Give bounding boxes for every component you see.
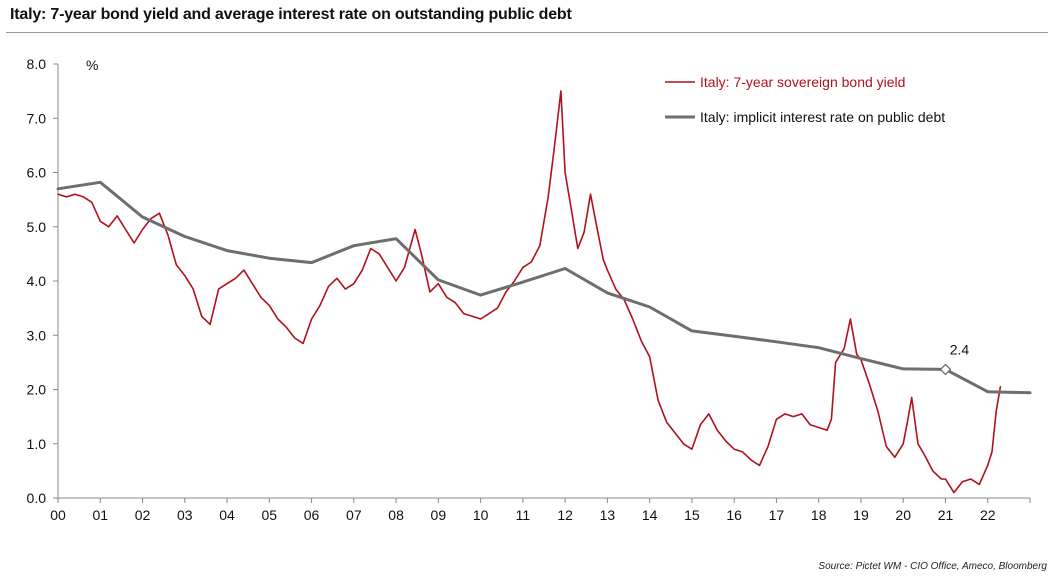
y-tick-label: 6.0 bbox=[27, 165, 47, 181]
x-tick-label: 19 bbox=[853, 507, 869, 523]
bond-yield-series-line bbox=[57, 90, 1002, 494]
legend-item-bond-yield-label: Italy: 7-year sovereign bond yield bbox=[700, 74, 905, 90]
x-tick-label: 09 bbox=[431, 507, 447, 523]
x-tick-label: 11 bbox=[516, 507, 531, 523]
x-tick-label: 03 bbox=[177, 507, 193, 523]
x-tick-label: 13 bbox=[600, 507, 616, 523]
y-tick-label: 4.0 bbox=[27, 273, 47, 289]
chart-title: Italy: 7-year bond yield and average int… bbox=[10, 6, 572, 23]
source-note: Source: Pictet WM - CIO Office, Ameco, B… bbox=[818, 561, 1047, 572]
title-divider bbox=[6, 32, 1048, 33]
x-tick-label: 21 bbox=[938, 507, 954, 523]
x-tick-label: 01 bbox=[92, 507, 108, 523]
x-tick-label: 07 bbox=[346, 507, 362, 523]
x-tick-label: 04 bbox=[219, 507, 235, 523]
x-tick-label: 06 bbox=[304, 507, 320, 523]
y-tick-label: 8.0 bbox=[27, 56, 47, 72]
x-tick-label: 02 bbox=[135, 507, 151, 523]
chart-axes: 0.0 1.0 2.0 3.0 4.0 5.0 6.0 7.0 8.0 00 01 02 03 04 05 0… bbox=[27, 56, 1031, 523]
x-tick-label: 05 bbox=[262, 507, 278, 523]
y-tick-label: 1.0 bbox=[27, 436, 47, 452]
legend-item-implicit-rate-label: Italy: implicit interest rate on public … bbox=[700, 109, 945, 125]
x-tick-label: 20 bbox=[895, 507, 911, 523]
x-tick-label: 10 bbox=[473, 507, 489, 523]
y-tick-label: 5.0 bbox=[27, 219, 47, 235]
x-tick-label: 08 bbox=[388, 507, 404, 523]
y-tick-label: 2.0 bbox=[27, 382, 47, 398]
y-tick-label: 0.0 bbox=[27, 490, 47, 506]
x-tick-label: 18 bbox=[811, 507, 827, 523]
chart-legend: Italy: 7-year sovereign bond yield Italy:… bbox=[665, 74, 945, 125]
annotation-marker bbox=[939, 363, 952, 376]
y-tick-label: 3.0 bbox=[27, 327, 47, 343]
annotation-label: 2.4 bbox=[950, 341, 970, 357]
x-tick-label: 14 bbox=[642, 507, 658, 523]
x-tick-label: 17 bbox=[769, 507, 785, 523]
x-tick-label: 15 bbox=[684, 507, 700, 523]
y-tick-label: 7.0 bbox=[27, 110, 47, 126]
x-tick-label: 12 bbox=[557, 507, 573, 523]
x-tick-label: 16 bbox=[726, 507, 742, 523]
y-axis-unit-label: % bbox=[86, 57, 98, 73]
x-tick-label: 22 bbox=[980, 507, 996, 523]
implicit-rate-series-line bbox=[56, 180, 1032, 395]
annotation-layer: 2.4 bbox=[939, 341, 970, 376]
series-layer bbox=[56, 90, 1032, 494]
x-tick-label: 00 bbox=[50, 507, 66, 523]
